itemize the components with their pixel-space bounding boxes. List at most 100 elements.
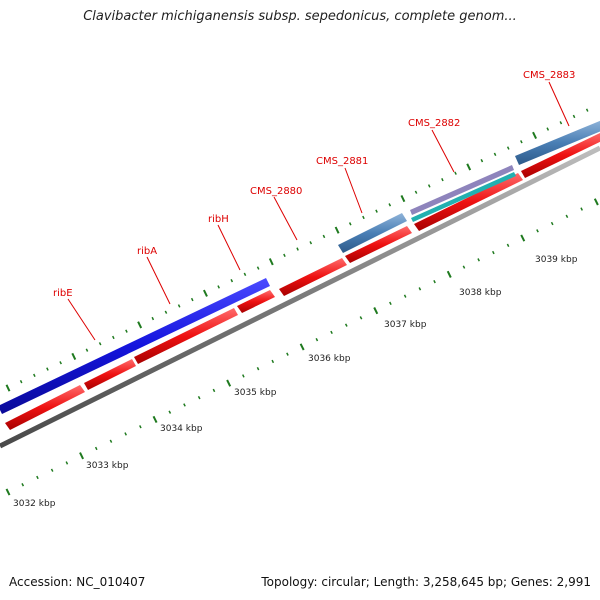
map-title: Clavibacter michiganensis subsp. sepedon… [83, 9, 517, 24]
tick-mark [418, 287, 422, 291]
genome-summary-text: Topology: circular; Length: 3,258,645 bp… [261, 575, 591, 589]
gene-label-cms-2883[interactable]: CMS_2883 [523, 70, 575, 81]
tick-mark [112, 335, 115, 340]
tick-mark [5, 488, 11, 496]
tick-mark [559, 121, 563, 125]
tick-mark [242, 374, 245, 378]
tick-mark [299, 343, 305, 351]
tick-mark [109, 439, 113, 443]
tick-mark [414, 190, 418, 194]
tick-mark [85, 348, 89, 352]
tick-mark [71, 352, 77, 361]
tick-mark [441, 177, 444, 182]
tick-mark [403, 294, 407, 298]
tick-mark [462, 265, 466, 269]
tick-mark [164, 310, 168, 314]
feature-cms-2882-purple[interactable] [410, 165, 514, 215]
tick-mark [212, 388, 216, 393]
cds-arrow[interactable] [345, 226, 412, 263]
tick-mark [565, 214, 569, 219]
cds-arrow[interactable] [279, 258, 347, 296]
cds-arrow[interactable] [414, 173, 523, 231]
accession-text: Accession: NC_010407 [9, 575, 146, 589]
tick-mark [466, 163, 472, 171]
tick-mark [177, 304, 181, 308]
tick-mark [585, 108, 589, 112]
genome-backbone [0, 145, 600, 449]
tick-mark [190, 297, 194, 302]
tick-mark [124, 432, 127, 436]
tick-mark [168, 410, 172, 414]
tick-mark [454, 171, 457, 175]
tick-mark [217, 285, 220, 289]
scale-label-3038: 3038 kbp [459, 288, 502, 298]
tick-mark [79, 452, 84, 460]
tick-mark [362, 215, 365, 220]
tick-mark [151, 316, 155, 321]
feature-cms-2883[interactable] [515, 120, 600, 165]
tick-mark [197, 395, 201, 400]
operon-band[interactable] [0, 278, 270, 414]
tick-mark [536, 229, 539, 233]
tick-mark [268, 258, 274, 266]
tick-row-scale [5, 198, 599, 496]
gene-label-ribh[interactable]: ribH [208, 214, 229, 225]
tick-mark [203, 289, 208, 297]
tick-mark [309, 241, 313, 245]
tick-mark [334, 226, 340, 234]
feature-cms-2881[interactable] [338, 213, 407, 253]
tick-mark [59, 361, 62, 365]
tick-mark [33, 373, 36, 378]
tick-mark [375, 209, 378, 213]
tick-mark [433, 279, 436, 284]
tick-mark [322, 234, 326, 239]
gene-label-cms-2882[interactable]: CMS_2882 [408, 118, 460, 129]
cds-arrow[interactable] [134, 308, 238, 364]
cds-track [5, 132, 600, 430]
tick-mark [183, 403, 186, 407]
gene-label-riba[interactable]: ribA [137, 246, 157, 257]
feature-cms-2882-teal[interactable] [411, 172, 516, 222]
tick-mark [427, 184, 431, 188]
tick-mark [550, 221, 554, 226]
tick-mark [493, 152, 497, 157]
tick-mark [389, 301, 392, 306]
gene-label-cms-2880[interactable]: CMS_2880 [250, 186, 302, 197]
scale-label-3036: 3036 kbp [308, 354, 351, 364]
tick-mark [226, 379, 232, 387]
tick-mark [359, 316, 363, 320]
cds-arrow[interactable] [237, 290, 275, 313]
tick-mark [520, 234, 526, 242]
tick-mark [296, 247, 299, 251]
tick-mark [230, 278, 234, 283]
gene-label-ribe[interactable]: ribE [53, 288, 73, 299]
tick-mark [446, 270, 452, 278]
cds-arrow[interactable] [84, 359, 136, 390]
tick-mark [506, 243, 510, 248]
tick-mark [315, 337, 319, 342]
tick-mark [480, 158, 484, 163]
tick-mark [152, 415, 158, 424]
cds-arrow[interactable] [5, 385, 85, 430]
gene-label-cms-2881[interactable]: CMS_2881 [316, 156, 368, 167]
cds-arrow[interactable] [521, 132, 600, 178]
tick-mark [98, 342, 102, 346]
tick-mark [506, 146, 510, 150]
tick-mark [492, 250, 495, 255]
tick-mark [65, 461, 69, 465]
tick-mark [546, 127, 550, 131]
tick-mark [520, 140, 523, 144]
tick-mark [532, 131, 537, 140]
tick-mark [283, 253, 286, 258]
tick-mark [344, 323, 348, 327]
tick-mark [256, 266, 260, 270]
tick-mark [400, 194, 406, 203]
tick-mark [330, 330, 333, 335]
tick-row-upper [5, 108, 589, 392]
tick-mark [286, 352, 289, 356]
tick-mark [125, 329, 128, 333]
tick-mark [593, 198, 599, 206]
tick-mark [271, 359, 275, 364]
tick-mark [373, 307, 379, 315]
